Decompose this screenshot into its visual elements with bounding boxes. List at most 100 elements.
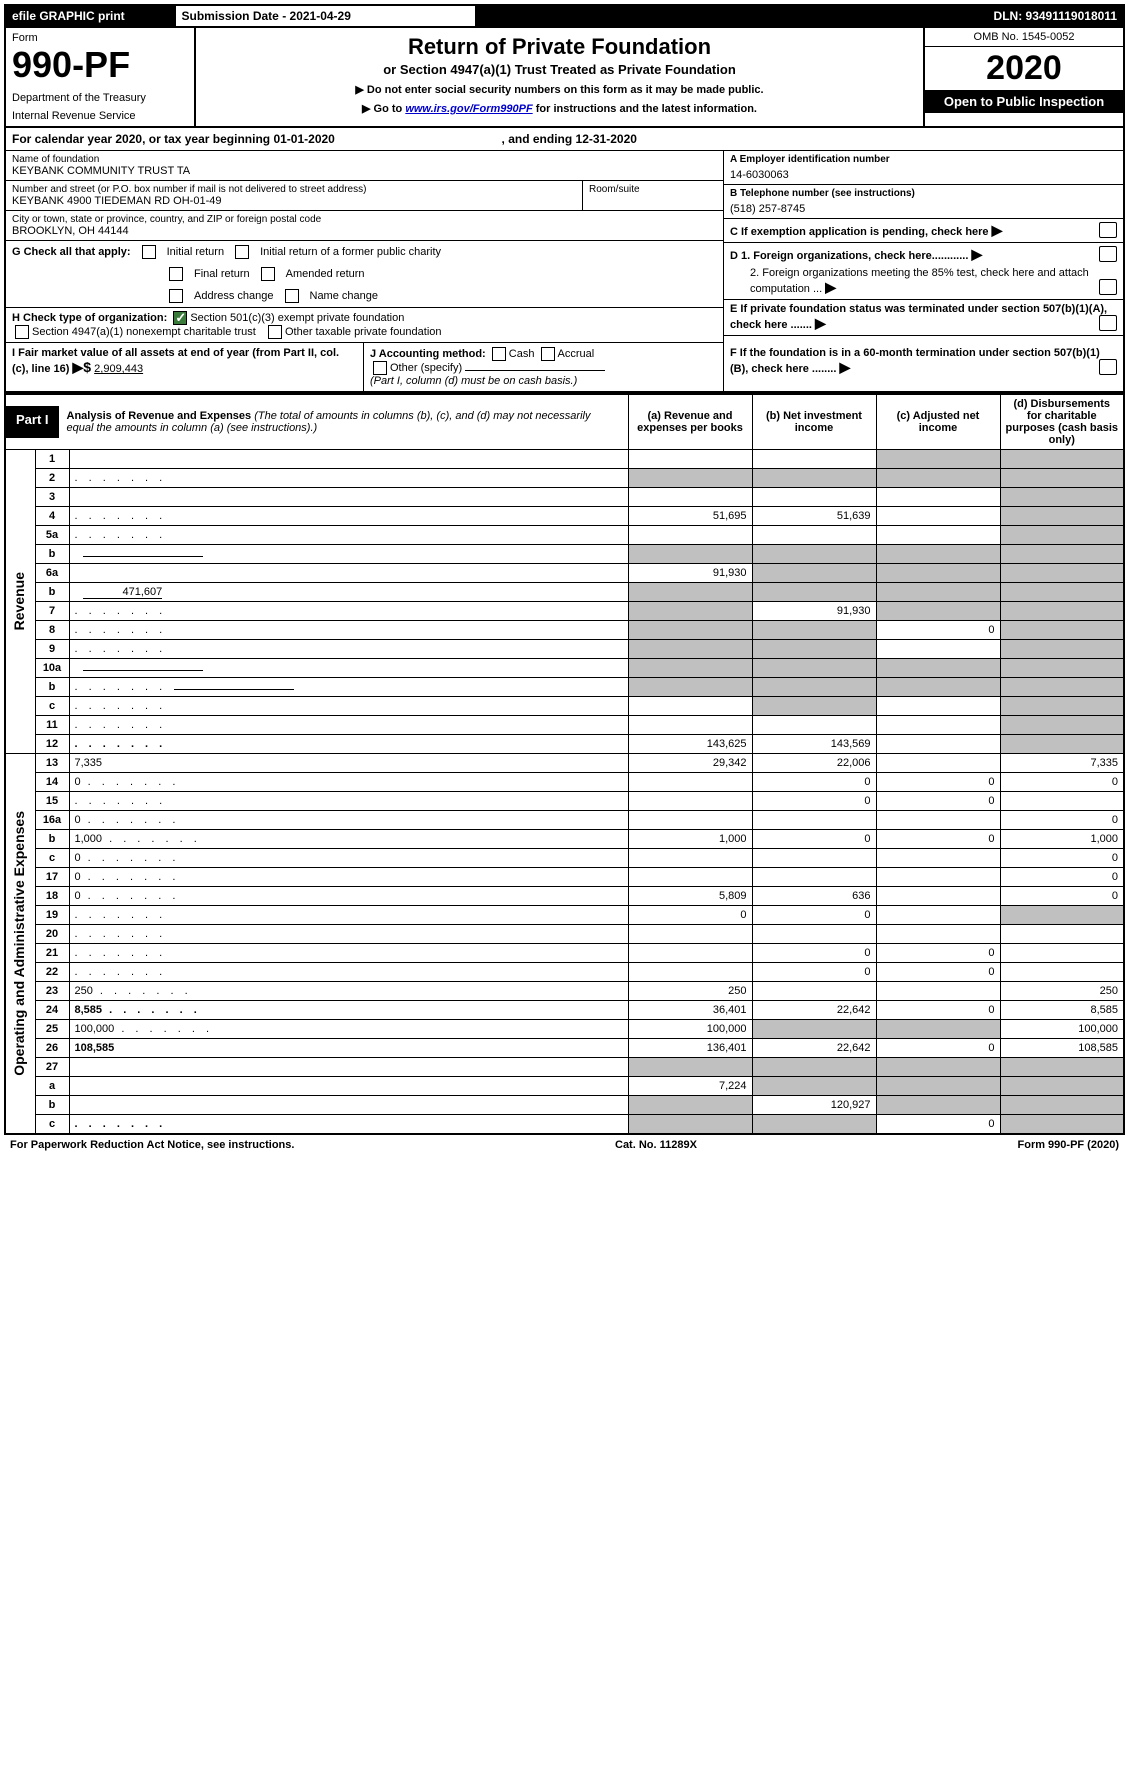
open-to-public: Open to Public Inspection — [925, 90, 1123, 113]
cell-a — [628, 621, 752, 640]
cell-d — [1000, 906, 1124, 925]
cell-c: 0 — [876, 1001, 1000, 1020]
cell-a — [628, 678, 752, 697]
checkbox-e[interactable] — [1099, 315, 1117, 331]
table-row: Operating and Administrative Expenses137… — [5, 754, 1124, 773]
row-description: 100,000 . . . . . . . — [69, 1020, 628, 1039]
row-number: b — [35, 1096, 69, 1115]
row-description: . . . . . . . — [69, 697, 628, 716]
i-j-f-row: I Fair market value of all assets at end… — [4, 343, 1125, 393]
cell-c — [876, 1077, 1000, 1096]
j-cash: Cash — [509, 348, 535, 360]
cell-d — [1000, 1115, 1124, 1135]
cell-c: 0 — [876, 944, 1000, 963]
checkbox-initial-former[interactable] — [235, 245, 249, 259]
cell-d — [1000, 1096, 1124, 1115]
table-row: b120,927 — [5, 1096, 1124, 1115]
checkbox-amended-return[interactable] — [261, 267, 275, 281]
table-row: 9 . . . . . . . — [5, 640, 1124, 659]
calyear-pre: For calendar year 2020, or tax year begi… — [12, 132, 273, 146]
i-label: I Fair market value of all assets at end… — [12, 347, 339, 375]
row-number: 5a — [35, 526, 69, 545]
row-number: b — [35, 545, 69, 564]
row-description: . . . . . . . — [69, 1115, 628, 1135]
row-number: c — [35, 697, 69, 716]
checkbox-cash[interactable] — [492, 347, 506, 361]
checkbox-name-change[interactable] — [285, 289, 299, 303]
cell-b: 22,642 — [752, 1001, 876, 1020]
instr2-pre: ▶ Go to — [362, 103, 405, 115]
row-number: a — [35, 1077, 69, 1096]
row-number: 13 — [35, 754, 69, 773]
cell-d — [1000, 507, 1124, 526]
form-subtitle: or Section 4947(a)(1) Trust Treated as P… — [202, 62, 917, 77]
checkbox-other-method[interactable] — [373, 361, 387, 375]
dept-irs: Internal Revenue Service — [12, 110, 188, 122]
cell-d: 100,000 — [1000, 1020, 1124, 1039]
h-opt3: Other taxable private foundation — [285, 326, 442, 338]
cell-d: 250 — [1000, 982, 1124, 1001]
cell-a — [628, 868, 752, 887]
row-number: c — [35, 849, 69, 868]
cell-c: 0 — [876, 830, 1000, 849]
cell-b: 143,569 — [752, 735, 876, 754]
checkbox-d2[interactable] — [1099, 279, 1117, 295]
cell-d — [1000, 678, 1124, 697]
cell-a — [628, 1058, 752, 1077]
cell-b: 0 — [752, 963, 876, 982]
row-number: 26 — [35, 1039, 69, 1058]
instruction-1: ▶ Do not enter social security numbers o… — [202, 83, 917, 96]
cell-d: 7,335 — [1000, 754, 1124, 773]
cell-b — [752, 925, 876, 944]
e-label: E If private foundation status was termi… — [730, 303, 1107, 331]
row-number: b — [35, 830, 69, 849]
cell-c — [876, 849, 1000, 868]
i-arrow: ▶$ — [73, 359, 92, 375]
table-row: c0 . . . . . . .0 — [5, 849, 1124, 868]
cell-b — [752, 1115, 876, 1135]
checkbox-d1[interactable] — [1099, 246, 1117, 262]
row-description: 108,585 — [69, 1039, 628, 1058]
cell-d — [1000, 469, 1124, 488]
cell-d — [1000, 488, 1124, 507]
row-description — [69, 450, 628, 469]
cell-d — [1000, 697, 1124, 716]
topbar-spacer — [475, 5, 904, 27]
checkbox-final-return[interactable] — [169, 267, 183, 281]
col-b-header: (b) Net investment income — [752, 394, 876, 450]
cell-c — [876, 602, 1000, 621]
cell-b: 51,639 — [752, 507, 876, 526]
checkbox-c[interactable] — [1099, 222, 1117, 238]
checkbox-4947[interactable] — [15, 325, 29, 339]
checkbox-accrual[interactable] — [541, 347, 555, 361]
name-label: Name of foundation — [12, 154, 717, 165]
calyear-mid: , and ending — [502, 132, 576, 146]
row-description: . . . . . . . — [69, 621, 628, 640]
row-number: 19 — [35, 906, 69, 925]
cell-c: 0 — [876, 1039, 1000, 1058]
h-opt1: Section 501(c)(3) exempt private foundat… — [190, 312, 404, 324]
table-row: 8 . . . . . . .0 — [5, 621, 1124, 640]
checkbox-501c3[interactable] — [173, 311, 187, 325]
table-row: a7,224 — [5, 1077, 1124, 1096]
checkbox-address-change[interactable] — [169, 289, 183, 303]
row-description — [69, 545, 628, 564]
cell-a: 1,000 — [628, 830, 752, 849]
table-row: 3 — [5, 488, 1124, 507]
cell-d — [1000, 792, 1124, 811]
cell-a: 51,695 — [628, 507, 752, 526]
row-description — [69, 1077, 628, 1096]
checkbox-other-taxable[interactable] — [268, 325, 282, 339]
table-row: 16a0 . . . . . . .0 — [5, 811, 1124, 830]
row-description: . . . . . . . — [69, 944, 628, 963]
table-row: 2 . . . . . . . — [5, 469, 1124, 488]
checkbox-f[interactable] — [1099, 359, 1117, 375]
cell-c — [876, 887, 1000, 906]
form-number: 990-PF — [12, 44, 188, 86]
city-state-zip: BROOKLYN, OH 44144 — [12, 225, 717, 237]
checkbox-initial-return[interactable] — [142, 245, 156, 259]
form-link[interactable]: www.irs.gov/Form990PF — [405, 103, 532, 115]
cell-b — [752, 982, 876, 1001]
row-number: 14 — [35, 773, 69, 792]
row-description: 8,585 . . . . . . . — [69, 1001, 628, 1020]
